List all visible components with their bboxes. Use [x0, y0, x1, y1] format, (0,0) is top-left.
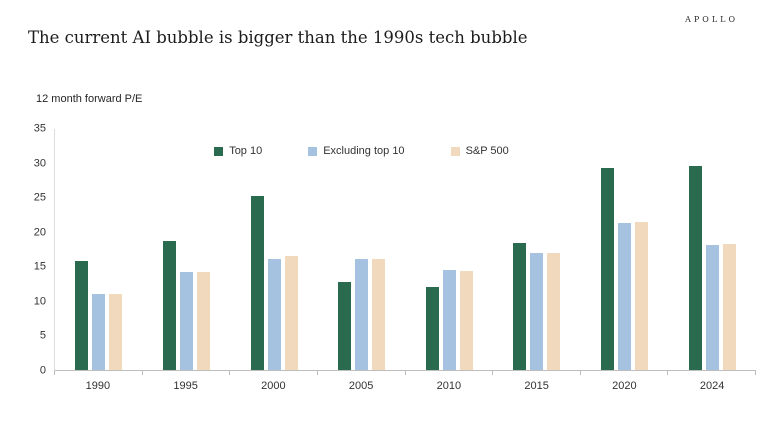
bar — [284, 256, 298, 370]
x-tick-label: 2020 — [612, 380, 637, 392]
x-tick-mark — [316, 371, 318, 375]
y-axis-label: 12 month forward P/E — [36, 93, 143, 105]
bar-group — [668, 129, 756, 370]
bar — [109, 294, 123, 370]
bar — [722, 244, 736, 370]
x-tick-label: 1995 — [173, 380, 198, 392]
bar — [92, 294, 106, 370]
y-tick-label: 10 — [33, 295, 46, 308]
bar-chart: 0 5 10 15 20 25 30 35 Top 10 Excluding top 10 S&P… — [32, 123, 756, 392]
y-tick-label: 15 — [33, 260, 46, 273]
x-tick-mark — [755, 371, 756, 375]
x-tick-mark — [667, 371, 669, 375]
bar — [618, 223, 632, 370]
bar — [338, 281, 352, 370]
bar — [635, 221, 649, 370]
bar — [250, 196, 264, 370]
bar — [179, 272, 193, 370]
y-tick-label: 25 — [33, 191, 46, 204]
x-tick-label: 2015 — [524, 380, 549, 392]
page-title: The current AI bubble is bigger than the… — [28, 28, 528, 47]
bar-group — [143, 129, 231, 370]
x-tick-mark — [229, 371, 231, 375]
y-tick-label: 35 — [33, 122, 46, 135]
x-tick-label: 2010 — [436, 380, 462, 392]
bar — [372, 259, 386, 370]
y-tick-label: 30 — [33, 157, 46, 170]
bar — [425, 287, 439, 370]
apollo-logo: APOLLO — [685, 15, 738, 24]
x-tick-label: 2000 — [261, 380, 286, 392]
bar — [267, 259, 281, 370]
y-tick-label: 20 — [33, 226, 46, 239]
chart-body: 0 5 10 15 20 25 30 35 Top 10 Excluding top 10 S&P… — [32, 123, 756, 376]
bar — [688, 165, 702, 370]
bar — [601, 168, 615, 370]
x-tick-mark — [404, 371, 406, 375]
bar — [705, 244, 719, 370]
bar-group — [55, 129, 143, 370]
bar — [442, 270, 456, 370]
bar-group — [318, 129, 406, 370]
bar — [162, 240, 176, 370]
bar — [513, 242, 527, 370]
bar — [459, 270, 473, 370]
x-tick-label: 1990 — [85, 380, 111, 392]
plot-area: Top 10 Excluding top 10 S&P 500 — [54, 129, 756, 371]
y-tick-label: 5 — [39, 329, 46, 342]
x-tick-label: 2005 — [348, 380, 374, 392]
x-tick-mark — [141, 371, 143, 375]
bar-group — [493, 129, 581, 370]
bar — [530, 252, 544, 370]
x-tick-mark — [54, 371, 55, 375]
y-axis-ticks: 0 5 10 15 20 25 30 35 — [32, 123, 54, 376]
bar — [75, 261, 89, 370]
bar-group — [581, 129, 669, 370]
bar — [355, 259, 369, 370]
x-tick-label: 2024 — [699, 380, 725, 392]
x-axis-ticks — [54, 371, 756, 375]
y-tick-label: 0 — [39, 364, 46, 377]
bar — [547, 252, 561, 370]
x-axis-labels: 1990 1995 2000 2005 2010 2015 2020 2024 — [54, 371, 756, 392]
bar-group — [230, 129, 318, 370]
x-tick-mark — [579, 371, 581, 375]
bar-group — [406, 129, 494, 370]
x-tick-mark — [492, 371, 494, 375]
bar — [196, 271, 210, 370]
